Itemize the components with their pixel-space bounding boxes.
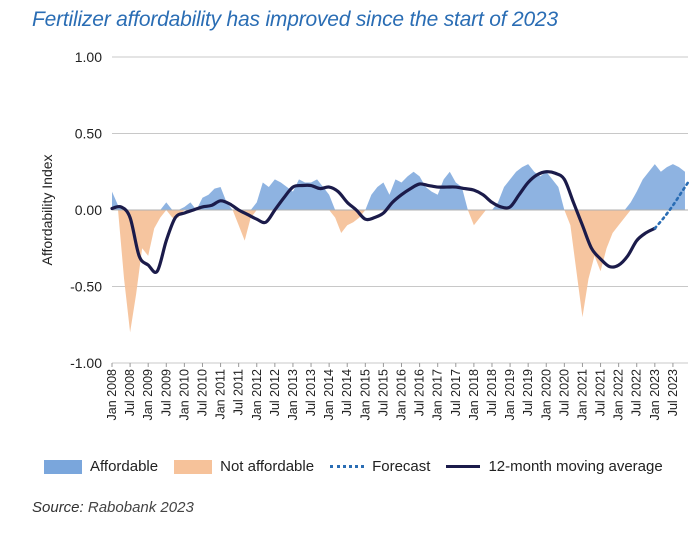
x-tick-label: Jan 2022 bbox=[612, 369, 626, 420]
line-layer bbox=[110, 170, 690, 274]
legend-swatch-forecast bbox=[330, 465, 365, 468]
forecast-line bbox=[653, 181, 690, 230]
legend-label-affordable: Affordable bbox=[90, 458, 159, 475]
y-axis-label: Affordability Index bbox=[39, 154, 55, 265]
x-tick-label: Jul 2021 bbox=[594, 369, 608, 416]
x-tick-label: Jan 2023 bbox=[648, 369, 662, 420]
x-tick-label: Jul 2013 bbox=[304, 369, 318, 416]
x-tick-label: Jan 2009 bbox=[141, 369, 155, 420]
x-tick-label: Jan 2012 bbox=[250, 369, 264, 420]
x-tick-label: Jul 2015 bbox=[376, 369, 390, 416]
x-tick-label: Jul 2022 bbox=[630, 369, 644, 416]
x-tick-label: Jan 2010 bbox=[177, 369, 191, 420]
x-tick-label: Jan 2008 bbox=[105, 369, 119, 420]
area-not-affordable bbox=[112, 210, 685, 333]
x-tick-label: Jan 2020 bbox=[539, 369, 553, 420]
x-tick-label: Jul 2009 bbox=[159, 369, 173, 416]
y-tick-label: 0.00 bbox=[75, 202, 102, 218]
legend-label-forecast: Forecast bbox=[372, 458, 431, 475]
legend-item-forecast: Forecast bbox=[330, 458, 430, 475]
y-tick-label: 1.00 bbox=[75, 49, 102, 65]
source-note: Source: Rabobank 2023 bbox=[32, 499, 194, 516]
y-tick-label: -0.50 bbox=[70, 279, 102, 295]
y-tick-label: 0.50 bbox=[75, 126, 102, 142]
x-tick-label: Jul 2012 bbox=[268, 369, 282, 416]
area-affordable bbox=[112, 164, 685, 210]
legend-swatch-affordable bbox=[44, 459, 82, 474]
x-tick-label: Jul 2017 bbox=[449, 369, 463, 416]
x-tick-label: Jul 2010 bbox=[195, 369, 209, 416]
x-tick-label: Jul 2014 bbox=[340, 369, 354, 416]
legend-item-not-affordable: Not affordable bbox=[174, 458, 314, 475]
y-tick-label: -1.00 bbox=[70, 355, 102, 371]
x-tick-label: Jan 2016 bbox=[395, 369, 409, 420]
x-tick-label: Jan 2014 bbox=[322, 369, 336, 420]
area-layer bbox=[112, 164, 688, 333]
x-tick-label: Jan 2019 bbox=[503, 369, 517, 420]
x-tick-label: Jul 2016 bbox=[413, 369, 427, 416]
x-tick-label: Jul 2019 bbox=[521, 369, 535, 416]
source-text: Rabobank 2023 bbox=[87, 499, 194, 516]
x-tick-label: Jan 2013 bbox=[286, 369, 300, 420]
legend-swatch-not-affordable bbox=[174, 459, 213, 474]
x-tick-label: Jan 2021 bbox=[575, 369, 589, 420]
legend: Affordable Not affordable Forecast 12-mo… bbox=[44, 458, 679, 475]
x-tick-label: Jul 2008 bbox=[123, 369, 137, 416]
y-tick-labels: -1.00 -0.50 0.00 0.50 1.00 bbox=[70, 49, 102, 371]
moving-average-line bbox=[110, 170, 657, 274]
chart-plot: -1.00-0.500.000.501.00 Jan 2008 Jul 2008 J… bbox=[39, 49, 690, 420]
chart-title: Fertilizer affordability has improved si… bbox=[32, 8, 558, 31]
x-tick-label: Jul 2020 bbox=[557, 369, 571, 416]
x-tick-label: Jan 2018 bbox=[467, 369, 481, 420]
legend-label-not-affordable: Not affordable bbox=[220, 458, 315, 475]
source-label: Source: bbox=[32, 499, 84, 516]
x-tick-label: Jul 2018 bbox=[485, 369, 499, 416]
x-tick-label: Jan 2017 bbox=[431, 369, 445, 420]
legend-item-moving-average: 12-month moving average bbox=[446, 458, 663, 475]
legend-swatch-moving-average bbox=[446, 465, 481, 468]
legend-label-moving-average: 12-month moving average bbox=[488, 458, 663, 475]
x-tick-label: Jan 2011 bbox=[214, 369, 228, 420]
x-tick-label: Jan 2015 bbox=[358, 369, 372, 420]
x-tick-labels: Jan 2008 Jul 2008 Jan 2009 Jul 2009 Jan 2010… bbox=[105, 363, 680, 420]
x-tick-label: Jul 2011 bbox=[232, 369, 246, 415]
x-tick-label: Jul 2023 bbox=[666, 369, 680, 416]
legend-item-affordable: Affordable bbox=[44, 458, 158, 475]
